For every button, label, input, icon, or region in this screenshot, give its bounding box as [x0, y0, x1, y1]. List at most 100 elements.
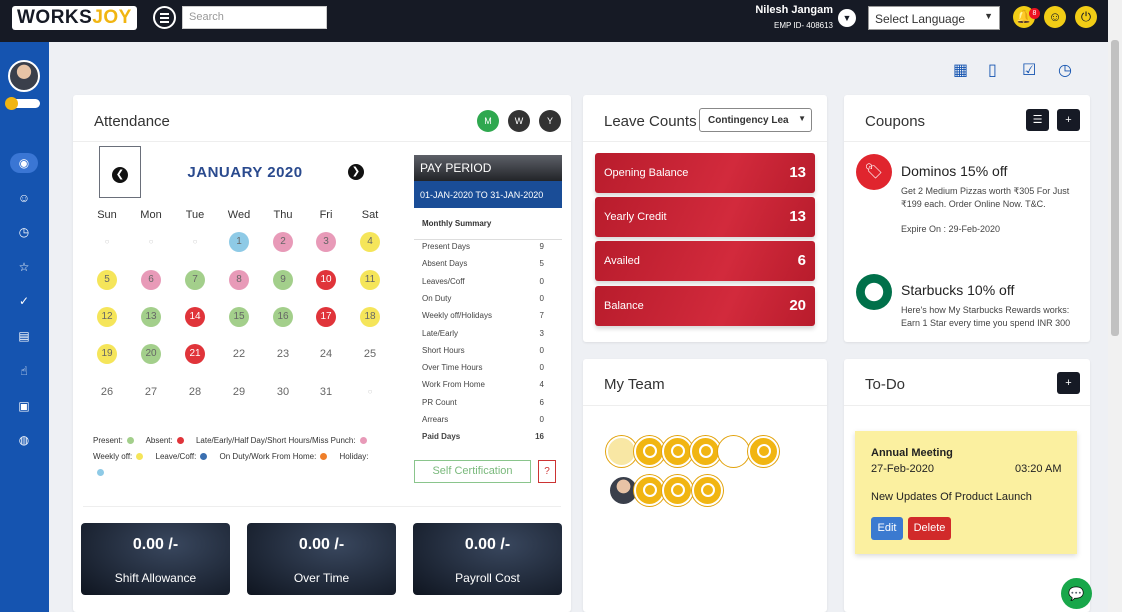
team-member-avatar[interactable]: [634, 475, 665, 506]
calendar-day[interactable]: 29: [232, 386, 246, 398]
calendar-day[interactable]: 20: [141, 344, 161, 364]
summary-value: 6: [539, 397, 544, 407]
hand-pointer-icon[interactable]: ☝: [20, 364, 28, 378]
leave-counts-title: Leave Counts: [604, 113, 697, 130]
month-view-button[interactable]: M: [477, 110, 499, 132]
money-icon[interactable]: ▣: [18, 399, 30, 413]
calendar-day[interactable]: 4: [360, 232, 380, 252]
payroll-cost-tile: 0.00 /- Payroll Cost: [413, 523, 562, 595]
logout-icon[interactable]: ⏻: [1075, 6, 1097, 28]
calendar-day[interactable]: 21: [185, 344, 205, 364]
team-member-avatar[interactable]: [718, 436, 749, 467]
calendar-day[interactable]: 15: [229, 307, 249, 327]
summary-row: Over Time Hours 0: [422, 363, 544, 372]
calendar-day[interactable]: 9: [273, 270, 293, 290]
list-icon[interactable]: ☰: [1026, 109, 1049, 131]
language-select[interactable]: Select Language ▼: [868, 6, 1000, 30]
summary-label: Arrears: [422, 415, 449, 424]
team-member-avatar[interactable]: [606, 436, 637, 467]
team-member-avatar[interactable]: [748, 436, 779, 467]
card-divider: [73, 141, 571, 142]
calendar-day[interactable]: 28: [188, 386, 202, 398]
building-icon[interactable]: ▤: [18, 329, 30, 343]
calendar-day[interactable]: 14: [185, 307, 205, 327]
summary-row: PR Count 6: [422, 398, 544, 407]
year-view-button[interactable]: Y: [539, 110, 561, 132]
next-month-button[interactable]: ❯: [348, 164, 364, 180]
hamburger-menu-icon[interactable]: [153, 6, 176, 29]
calendar-day[interactable]: 12: [97, 307, 117, 327]
edit-button[interactable]: Edit: [871, 517, 903, 540]
user-icon[interactable]: ☺: [17, 191, 31, 205]
help-button[interactable]: ?: [538, 460, 556, 483]
history-icon[interactable]: ◷: [1058, 62, 1072, 79]
legend-absent-dot: [176, 437, 184, 445]
team-member-avatar[interactable]: [634, 436, 665, 467]
calendar-day[interactable]: 3: [316, 232, 336, 252]
add-todo-button[interactable]: +: [1057, 372, 1080, 394]
calendar-day[interactable]: 30: [276, 386, 290, 398]
summary-value: 4: [539, 380, 544, 390]
leave-value: 6: [797, 252, 806, 269]
calendar-day[interactable]: 18: [360, 307, 380, 327]
calendar-day[interactable]: 17: [316, 307, 336, 327]
calendar-day[interactable]: 5: [97, 270, 117, 290]
summary-label: Paid Days: [422, 432, 461, 442]
legend-late-dot: [359, 437, 367, 445]
calendar-day[interactable]: 24: [319, 348, 333, 360]
scrollbar-thumb[interactable]: [1111, 40, 1119, 336]
card-divider: [583, 141, 827, 142]
leave-type-select[interactable]: Contingency Lea ▼: [699, 108, 812, 132]
calendar-day[interactable]: 26: [100, 386, 114, 398]
clock-icon[interactable]: ◷: [18, 225, 30, 239]
calendar-day[interactable]: 25: [363, 348, 377, 360]
calendar-day[interactable]: 16: [273, 307, 293, 327]
chat-icon[interactable]: 💬: [1061, 578, 1092, 609]
calendar-icon[interactable]: ▦: [953, 62, 969, 79]
search-input[interactable]: Search: [182, 6, 327, 29]
calendar-day[interactable]: 27: [144, 386, 158, 398]
card-divider: [844, 405, 1090, 406]
prev-month-button[interactable]: ❮: [99, 146, 141, 198]
document-icon[interactable]: ▯: [988, 62, 997, 79]
status-toggle[interactable]: [6, 99, 40, 108]
team-member-avatar[interactable]: [662, 475, 693, 506]
star-icon[interactable]: ☆: [18, 260, 30, 274]
worksjoy-logo[interactable]: WORKSJOY: [12, 6, 137, 30]
calendar-day[interactable]: 8: [229, 270, 249, 290]
self-certification-button[interactable]: Self Certification: [414, 460, 531, 483]
coupon-line-1: Get 2 Medium Pizzas worth ₹305 For Just: [901, 186, 1070, 196]
calendar-day[interactable]: 1: [229, 232, 249, 252]
user-menu-chevron-icon[interactable]: ▼: [838, 9, 856, 27]
payroll-cost-value: 0.00 /-: [464, 536, 511, 553]
calendar-check-icon[interactable]: ☑: [1022, 62, 1037, 79]
calendar-day[interactable]: 19: [97, 344, 117, 364]
balance-tile: Balance 20: [595, 286, 815, 326]
check-circle-icon[interactable]: ✓: [18, 294, 30, 308]
globe-icon[interactable]: ◍: [18, 433, 30, 447]
week-view-button[interactable]: W: [508, 110, 530, 132]
status-toggle-knob[interactable]: [5, 97, 18, 110]
language-select-value: Select Language: [875, 12, 966, 26]
calendar-day[interactable]: 31: [319, 386, 333, 398]
profile-icon[interactable]: ☺: [1044, 6, 1066, 28]
calendar-day[interactable]: 6: [141, 270, 161, 290]
delete-button[interactable]: Delete: [908, 517, 951, 540]
add-coupon-button[interactable]: +: [1057, 109, 1080, 131]
calendar-day[interactable]: 13: [141, 307, 161, 327]
calendar-day[interactable]: 22: [232, 348, 246, 360]
team-member-avatar[interactable]: [690, 436, 721, 467]
user-avatar[interactable]: [8, 60, 40, 92]
summary-label: On Duty: [422, 293, 452, 303]
calendar-day[interactable]: 23: [276, 348, 290, 360]
calendar-day[interactable]: 2: [273, 232, 293, 252]
calendar-day[interactable]: 11: [360, 270, 380, 290]
team-member-avatar[interactable]: [692, 475, 723, 506]
team-member-avatar[interactable]: [662, 436, 693, 467]
dashboard-icon[interactable]: ◉: [10, 153, 38, 173]
calendar-day[interactable]: 7: [185, 270, 205, 290]
summary-value: 16: [535, 432, 544, 442]
monthly-summary-label: Monthly Summary: [422, 219, 492, 228]
calendar-day[interactable]: 10: [316, 270, 336, 290]
todo-title: To-Do: [865, 376, 906, 393]
